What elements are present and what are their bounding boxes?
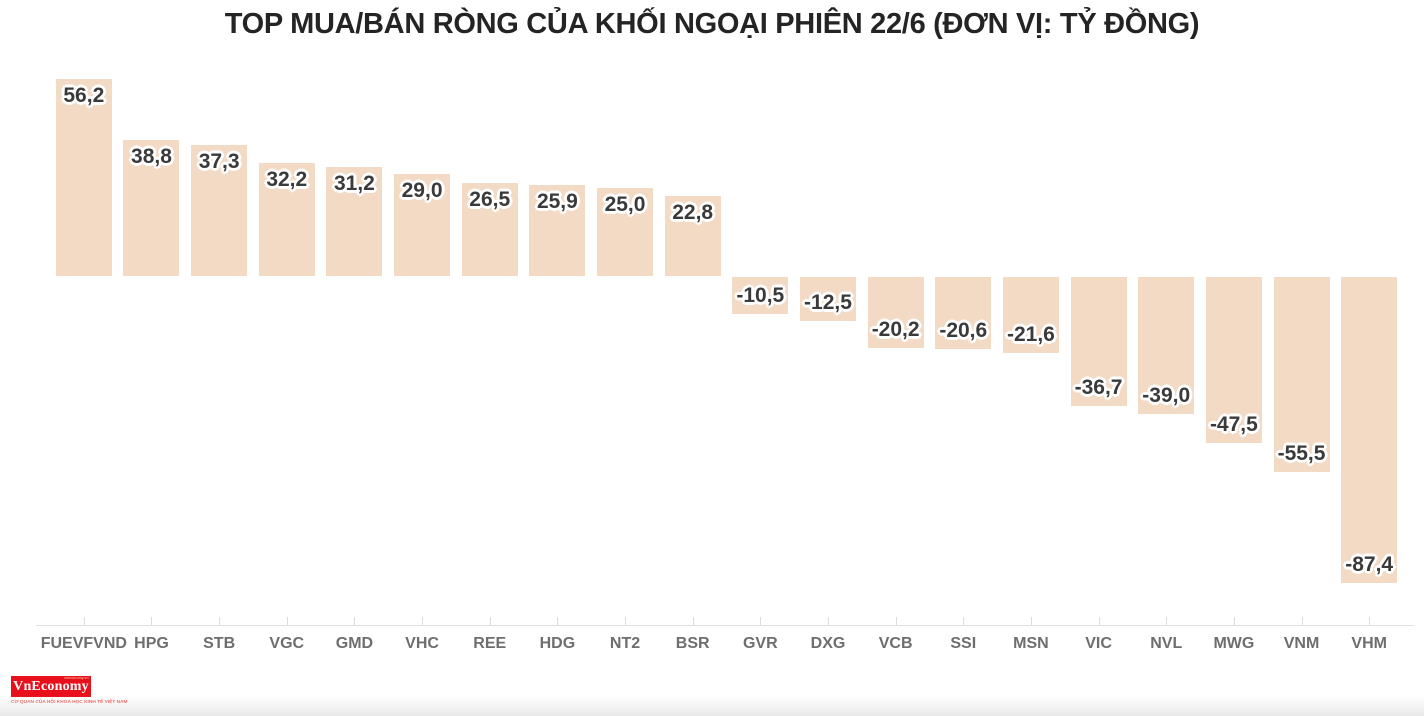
bar-value-label: -55,5 <box>1277 441 1326 465</box>
bar-hpg <box>123 140 180 276</box>
bar-ree <box>461 183 518 276</box>
x-axis-label-gmd: GMD <box>335 635 374 652</box>
bar-value-label: 29,0 <box>401 179 443 203</box>
x-axis-label-vcb: VCB <box>878 635 913 652</box>
x-axis-tick <box>625 617 627 625</box>
bar-value-label: 56,2 <box>63 84 105 108</box>
bar-stb <box>191 145 248 276</box>
bar-value-label: 31,2 <box>333 171 375 195</box>
x-axis-label-ree: REE <box>473 635 507 652</box>
bottom-gradient-strip <box>0 696 1424 716</box>
x-axis-tick <box>1301 617 1303 625</box>
bar-hdg <box>529 185 586 276</box>
x-axis-tick <box>422 617 424 625</box>
x-axis-tick <box>557 617 559 625</box>
x-axis-label-vgc: VGC <box>269 635 305 652</box>
x-axis-line <box>36 625 1414 626</box>
x-axis-label-nt2: NT2 <box>609 635 641 652</box>
bar-ssi <box>935 277 992 350</box>
x-axis-label-bsr: BSR <box>675 635 710 652</box>
bar-msn <box>1002 277 1059 353</box>
bar-value-label: 37,3 <box>198 150 240 174</box>
x-axis-tick <box>760 617 762 625</box>
x-axis-label-vnm: VNM <box>1283 635 1320 652</box>
bar-value-label: -47,5 <box>1209 413 1258 437</box>
bar-value-label: -12,5 <box>804 290 852 314</box>
bar-value-label: 32,2 <box>266 168 308 192</box>
x-axis-tick <box>219 617 221 625</box>
bar-dxg <box>799 277 856 321</box>
bar-value-label: -39,0 <box>1142 383 1191 407</box>
x-axis-tick <box>354 617 356 625</box>
bar-value-label: -21,6 <box>1006 322 1055 346</box>
x-axis-tick <box>1233 617 1235 625</box>
bar-vhm <box>1341 277 1398 584</box>
x-axis-tick <box>286 617 288 625</box>
bar-value-label: 22,8 <box>672 201 714 225</box>
x-axis-label-mwg: MWG <box>1213 635 1255 652</box>
x-axis-tick <box>827 617 829 625</box>
x-axis-label-fuevfvnd: FUEVFVND <box>40 635 127 652</box>
bar-vgc <box>258 163 315 276</box>
x-axis-label-vic: VIC <box>1085 635 1112 652</box>
x-axis-label-hdg: HDG <box>539 635 576 652</box>
bar-gmd <box>326 166 383 276</box>
x-axis-tick <box>895 617 897 625</box>
x-axis-label-dxg: DXG <box>810 635 846 652</box>
bar-vcb <box>867 277 924 348</box>
bar-value-label: 25,9 <box>536 190 578 214</box>
x-axis-label-vhc: VHC <box>405 635 439 652</box>
bar-nt2 <box>597 188 654 276</box>
bar-value-label: 38,8 <box>131 145 172 168</box>
x-axis-label-gvr: GVR <box>742 635 778 652</box>
logo-brand: VnEconomy <box>13 679 89 694</box>
x-axis-tick <box>151 617 153 625</box>
x-axis-tick <box>1369 617 1371 625</box>
x-axis-label-stb: STB <box>203 635 236 652</box>
bar-vnm <box>1273 277 1330 472</box>
bar-value-label: 26,5 <box>469 188 511 212</box>
bar-value-label: -20,2 <box>871 317 920 341</box>
bar-value-label: -36,7 <box>1074 375 1123 399</box>
bar-vhc <box>394 174 451 276</box>
bar-mwg <box>1205 277 1262 444</box>
bar-bsr <box>664 196 721 276</box>
x-axis-tick <box>963 617 965 625</box>
bar-value-label: -10,5 <box>736 283 785 307</box>
logo-small-text: vneconomy.vn <box>64 676 89 681</box>
chart-title: TOP MUA/BÁN RÒNG CỦA KHỐI NGOẠI PHIÊN 22… <box>224 8 1200 40</box>
bar-value-label: -87,4 <box>1345 553 1394 577</box>
x-axis-tick <box>1166 617 1168 625</box>
x-axis-label-ssi: SSI <box>950 635 977 652</box>
bar-gvr <box>732 277 789 314</box>
x-axis-label-hpg: HPG <box>134 635 169 652</box>
x-axis-tick <box>83 617 85 625</box>
x-axis-tick <box>692 617 694 625</box>
bar-fuevfvnd <box>55 79 112 276</box>
x-axis-label-vhm: VHM <box>1351 635 1387 652</box>
bar-value-label: 25,0 <box>604 193 646 217</box>
x-axis-tick <box>489 617 491 625</box>
x-axis-label-msn: MSN <box>1013 635 1049 652</box>
bar-value-label: -20,6 <box>939 319 988 343</box>
bar-vic <box>1070 277 1127 406</box>
x-axis-tick <box>1030 617 1032 625</box>
x-axis-label-nvl: NVL <box>1150 635 1183 652</box>
bar-nvl <box>1138 277 1195 414</box>
x-axis-tick <box>1098 617 1100 625</box>
logo-box: vneconomy.vn VnEconomy <box>11 676 91 697</box>
